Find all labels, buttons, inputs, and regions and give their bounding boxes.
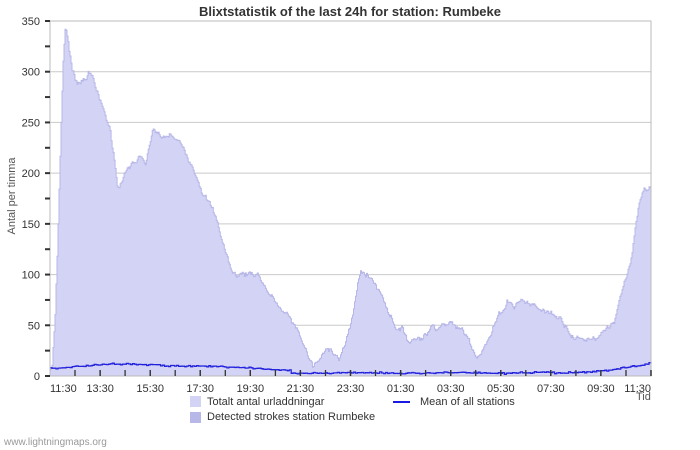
svg-text:0: 0 [34,371,40,383]
svg-text:200: 200 [22,168,40,180]
svg-text:150: 150 [22,219,40,231]
svg-text:23:30: 23:30 [337,383,365,395]
svg-text:05:30: 05:30 [487,383,515,395]
svg-text:300: 300 [22,67,40,79]
svg-text:100: 100 [22,270,40,282]
svg-text:09:30: 09:30 [587,383,615,395]
svg-text:01:30: 01:30 [387,383,415,395]
svg-text:50: 50 [28,320,40,332]
svg-text:15:30: 15:30 [136,383,164,395]
svg-text:17:30: 17:30 [186,383,214,395]
svg-text:03:30: 03:30 [437,383,465,395]
svg-text:21:30: 21:30 [287,383,315,395]
svg-text:13:30: 13:30 [86,383,114,395]
svg-text:250: 250 [22,117,40,129]
svg-text:350: 350 [22,16,40,28]
svg-text:19:30: 19:30 [237,383,265,395]
svg-text:11:30: 11:30 [50,383,77,395]
svg-text:07:30: 07:30 [537,383,565,395]
